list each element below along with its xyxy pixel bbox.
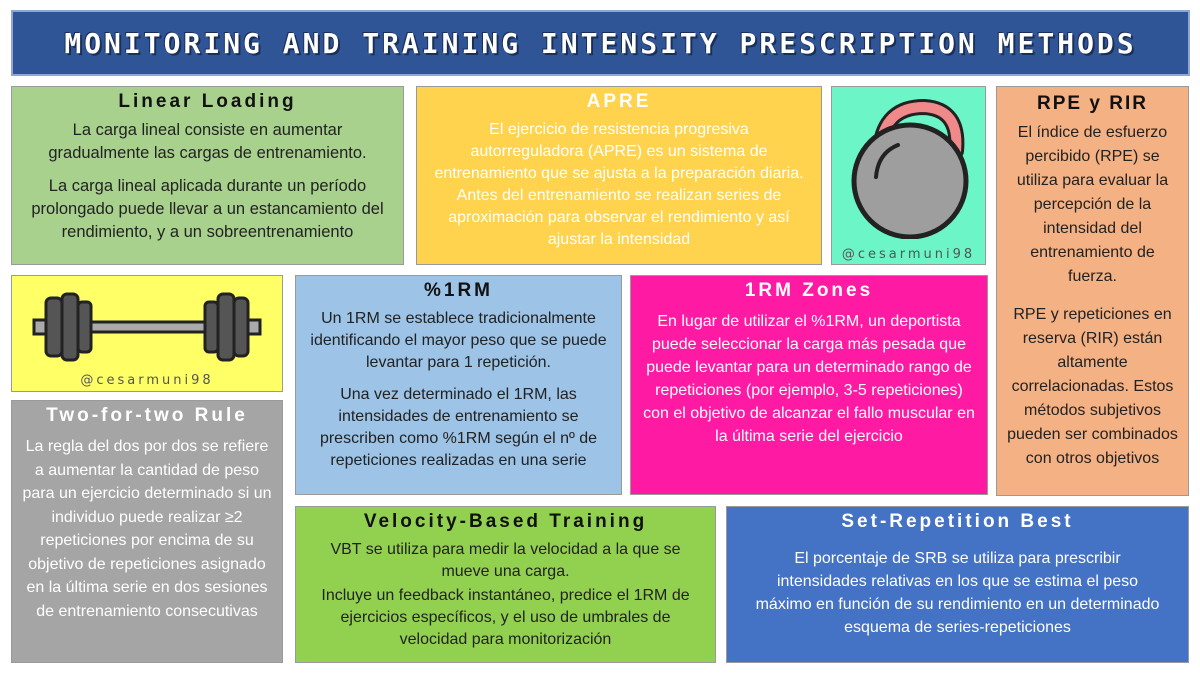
rm-zones-card: 1RM Zones En lugar de utilizar el %1RM, … — [630, 275, 988, 495]
two-for-two-card: Two-for-two Rule La regla del dos por do… — [11, 400, 283, 663]
rpe-rir-card: RPE y RIR El índice de esfuerzo percibid… — [996, 86, 1189, 496]
apre-p1: El ejercicio de resistencia progresiva a… — [434, 121, 804, 248]
srb-card: Set-Repetition Best El porcentaje de SRB… — [726, 506, 1189, 663]
barbell-icon — [32, 292, 262, 362]
two-for-two-heading: Two-for-two Rule — [46, 405, 248, 426]
one-rm-card: %1RM Un 1RM se establece tradicionalment… — [295, 275, 622, 495]
rm-zones-heading: 1RM Zones — [744, 280, 874, 301]
kettlebell-card: @cesarmuni98 — [831, 86, 986, 265]
barbell-card: @cesarmuni98 — [11, 275, 283, 392]
barbell-watermark: @cesarmuni98 — [80, 373, 214, 388]
rpe-rir-p2: RPE y repeticiones en reserva (RIR) está… — [1007, 306, 1178, 467]
linear-loading-p1: La carga lineal consiste en aumentar gra… — [48, 121, 367, 162]
rm-zones-p1: En lugar de utilizar el %1RM, un deporti… — [643, 313, 975, 445]
kettlebell-watermark: @cesarmuni98 — [841, 247, 976, 262]
apre-card: APRE El ejercicio de resistencia progres… — [416, 86, 822, 265]
two-for-two-p1: La regla del dos por dos se refiere a au… — [22, 438, 272, 620]
apre-heading: APRE — [586, 91, 652, 112]
vbt-heading: Velocity-Based Training — [363, 511, 648, 532]
vbt-p1: VBT se utiliza para medir la velocidad a… — [330, 541, 681, 580]
kettlebell-icon — [851, 98, 969, 239]
linear-loading-heading: Linear Loading — [118, 91, 297, 112]
vbt-p2: Incluye un feedback instantáneo, predice… — [321, 587, 690, 648]
linear-loading-p2: La carga lineal aplicada durante un perí… — [31, 177, 384, 241]
one-rm-heading: %1RM — [423, 280, 493, 301]
srb-heading: Set-Repetition Best — [841, 511, 1074, 532]
one-rm-p1: Un 1RM se establece tradicionalmente ide… — [310, 310, 607, 371]
title-banner: MONITORING AND TRAINING INTENSITY PRESCR… — [11, 10, 1190, 76]
vbt-card: Velocity-Based Training VBT se utiliza p… — [295, 506, 716, 663]
rpe-rir-p1: El índice de esfuerzo percibido (RPE) se… — [1016, 124, 1169, 285]
srb-p1: El porcentaje de SRB se utiliza para pre… — [755, 550, 1160, 636]
linear-loading-card: Linear Loading La carga lineal consiste … — [11, 86, 404, 265]
one-rm-p2: Una vez determinado el 1RM, las intensid… — [319, 386, 598, 469]
rpe-rir-heading: RPE y RIR — [1037, 93, 1148, 114]
page-title: MONITORING AND TRAINING INTENSITY PRESCR… — [64, 26, 1137, 60]
